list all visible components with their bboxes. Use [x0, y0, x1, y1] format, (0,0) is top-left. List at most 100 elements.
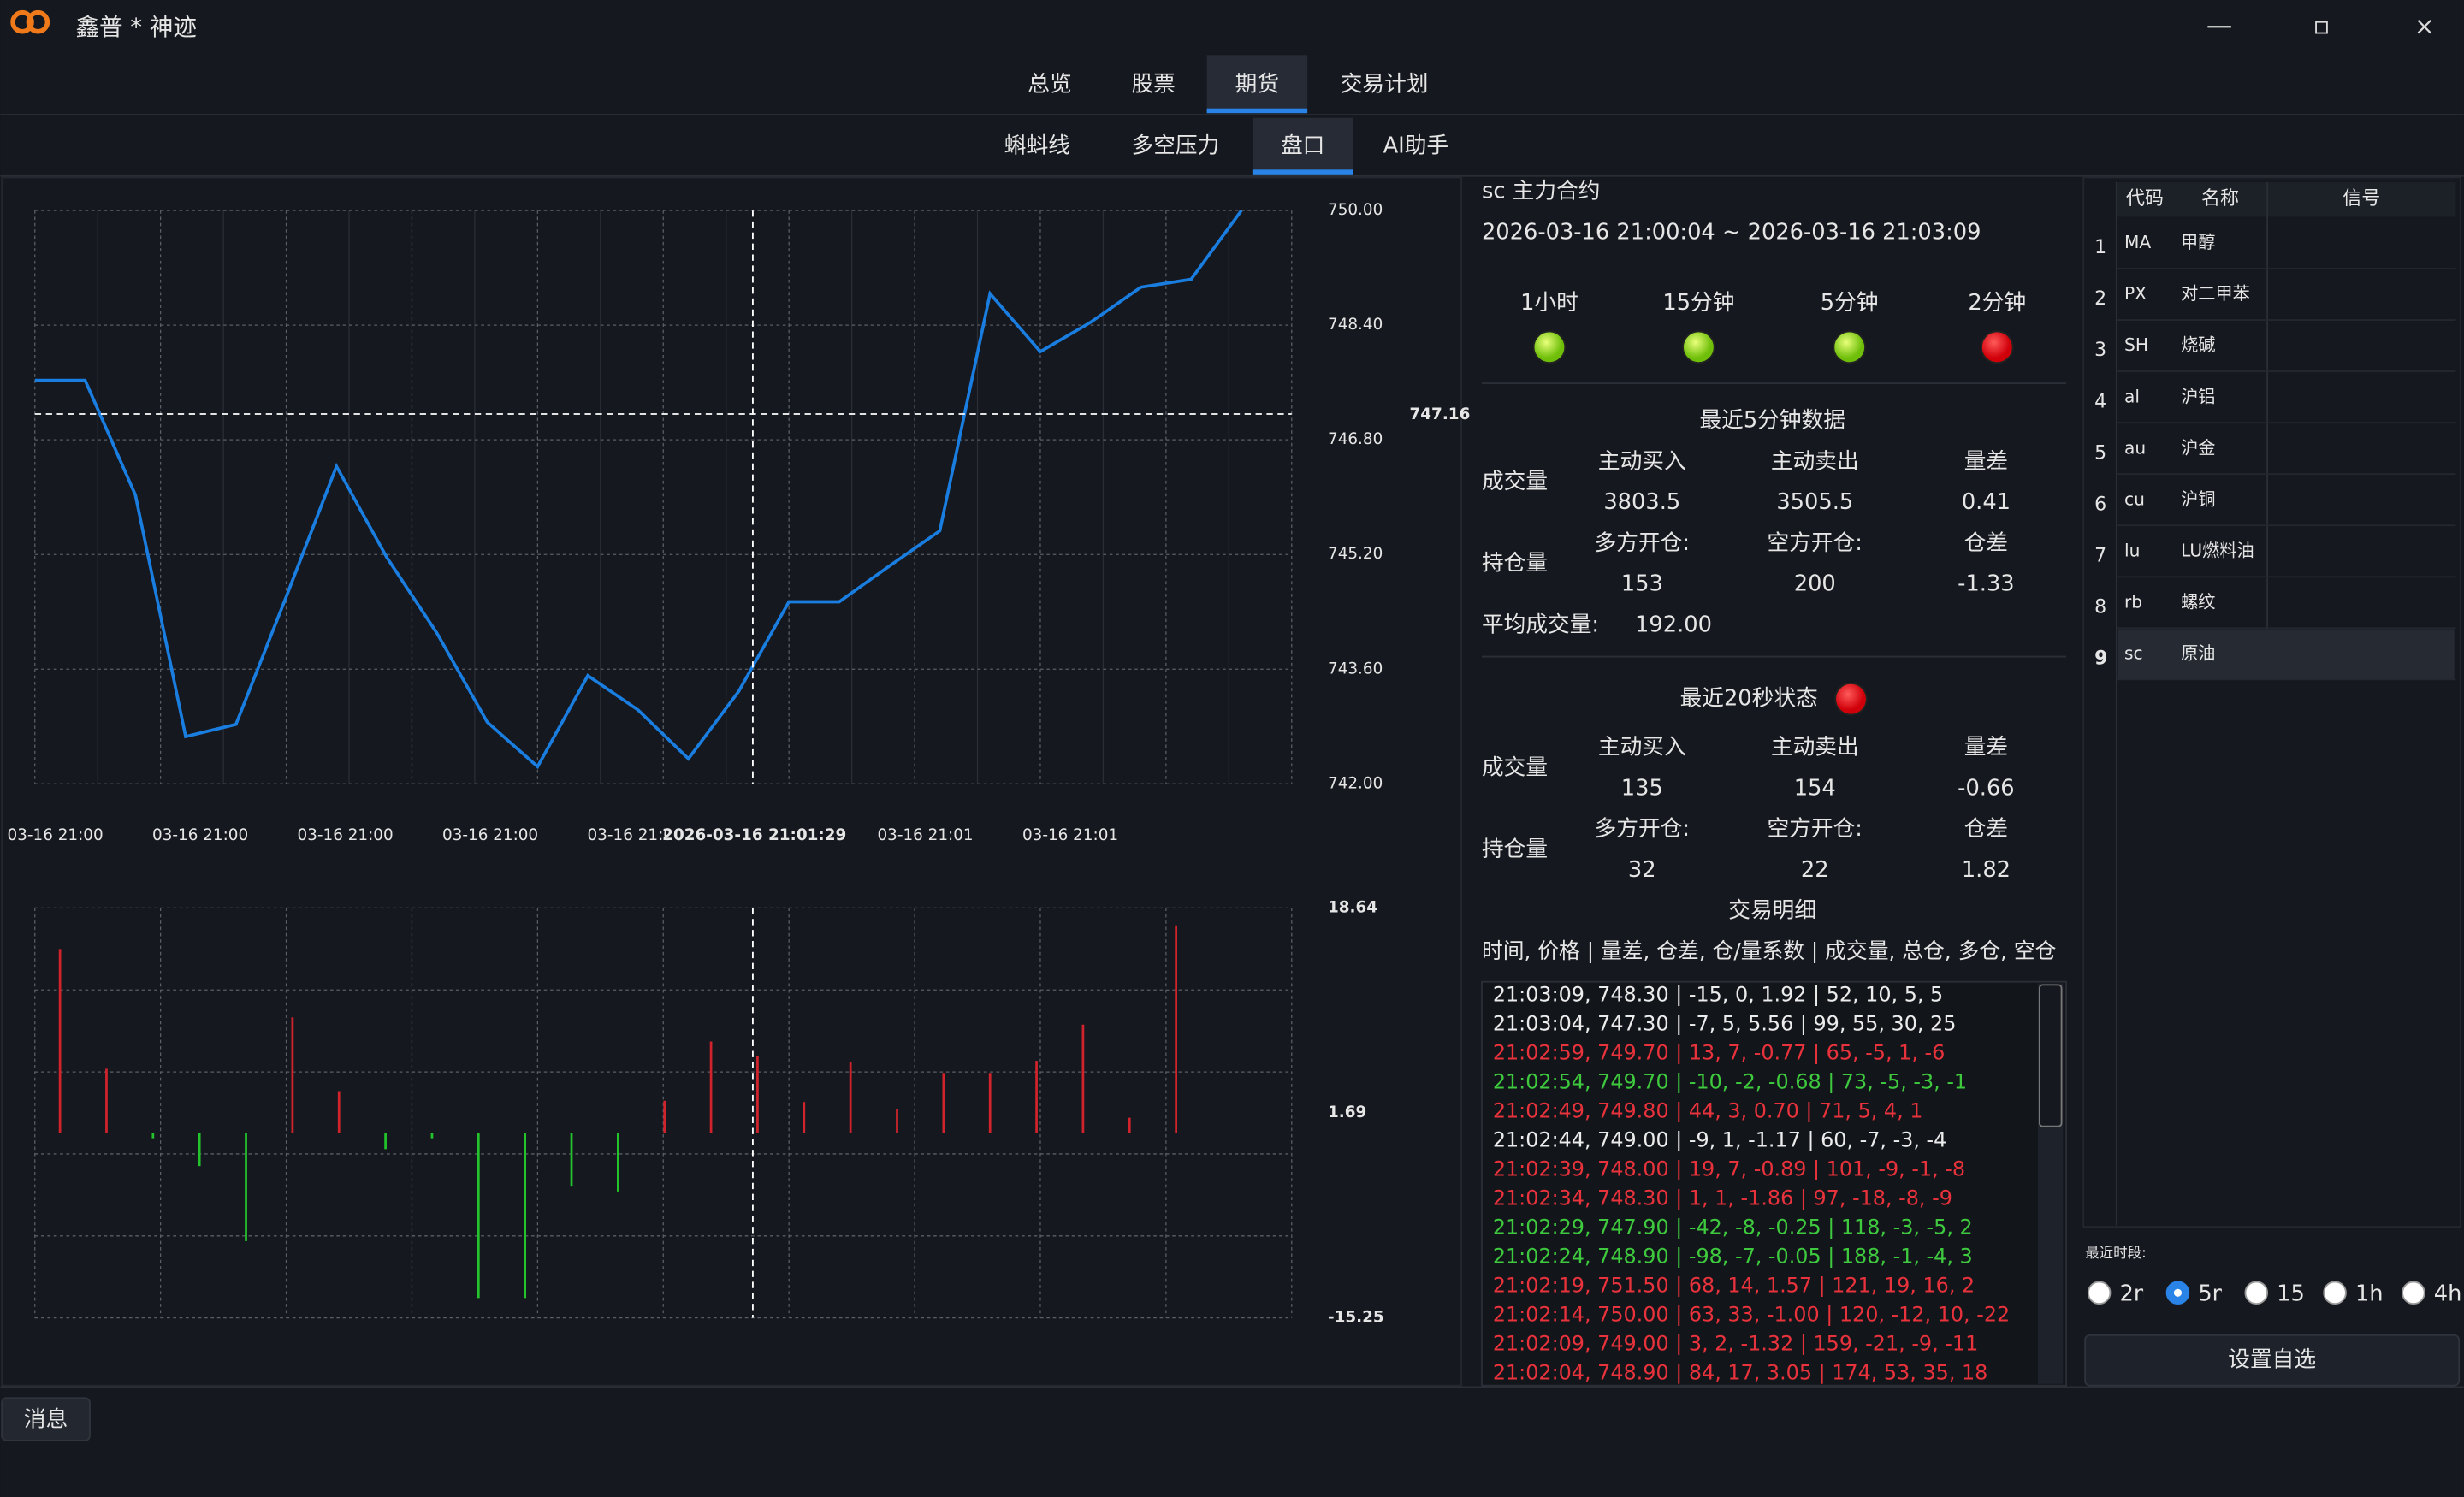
- radio-label: 5m: [2198, 1281, 2233, 1307]
- radio[interactable]: [2087, 1281, 2112, 1305]
- messages-button[interactable]: [1, 1397, 91, 1441]
- detail-row: 21:02:54, 749.70 | -10, -2, -0.68 | 73, …: [1493, 1070, 1967, 1094]
- messages-label: 消息: [24, 1407, 68, 1433]
- detail-row: 21:02:24, 748.90 | -98, -7, -0.05 | 188,…: [1493, 1244, 1973, 1268]
- stat-header: 仓差: [1964, 530, 2008, 556]
- row-code[interactable]: sc: [2124, 643, 2143, 664]
- sub-tab[interactable]: 多空压力: [1132, 133, 1220, 158]
- scrollbar-thumb[interactable]: [2038, 984, 2063, 1127]
- maximize-button[interactable]: [2315, 21, 2328, 34]
- stat-header: 多方开仓:: [1595, 530, 1690, 556]
- details-list: 21:03:09, 748.30 | -15, 0, 1.92 | 52, 10…: [1493, 984, 2010, 1384]
- x-tick-label: 03-16 21:00: [442, 826, 538, 844]
- y-tick-label: 1.69: [1328, 1104, 1366, 1121]
- row-name[interactable]: 螺纹: [2181, 591, 2215, 612]
- column-header: 名称: [2201, 188, 2239, 210]
- row-number: 1: [2094, 237, 2106, 258]
- tab-active-bg: [1252, 117, 1353, 175]
- watch-header-bg: [2116, 182, 2456, 217]
- row-name[interactable]: 沪金: [2181, 437, 2215, 458]
- stat-header: 量差: [1964, 448, 2008, 474]
- section-title: 交易明细: [1728, 898, 1816, 924]
- row-code[interactable]: rb: [2124, 591, 2142, 612]
- stat-label: 持仓量: [1482, 837, 1548, 862]
- section-title: 最近20秒状态: [1680, 686, 1818, 712]
- crosshair-label-bg: [667, 821, 841, 850]
- row-name[interactable]: 沪铝: [2181, 386, 2215, 406]
- row-name[interactable]: LU燃料油: [2181, 540, 2254, 560]
- row-name[interactable]: 对二甲苯: [2181, 283, 2250, 304]
- row-name[interactable]: 沪铜: [2181, 488, 2215, 509]
- row-name[interactable]: 原油: [2181, 643, 2215, 664]
- row-code[interactable]: al: [2124, 386, 2140, 406]
- close-button[interactable]: [2417, 20, 2431, 34]
- time-range: 2026-03-16 21:00:04 ~ 2026-03-16 21:03:0…: [1482, 219, 1981, 245]
- stat-value: -0.66: [1958, 775, 2014, 801]
- row-number: 6: [2094, 494, 2106, 515]
- signal-light: [1532, 330, 1567, 364]
- stat-label: 成交量: [1482, 754, 1548, 780]
- x-tick-label: 03-16 21:01: [1022, 826, 1118, 844]
- detail-row: 21:02:09, 749.00 | 3, 2, -1.32 | 159, -2…: [1493, 1331, 1978, 1355]
- row-number: 8: [2094, 596, 2106, 618]
- contract-name: sc 主力合约: [1482, 179, 1600, 204]
- stat-value: 154: [1794, 775, 1836, 801]
- radio-label: 2m: [2120, 1281, 2155, 1307]
- stat-value: 192.00: [1635, 612, 1712, 637]
- y-tick-label: -15.25: [1328, 1309, 1384, 1327]
- stat-label: 成交量: [1482, 469, 1548, 494]
- stat-header: 多方开仓:: [1595, 816, 1690, 842]
- row-number: 2: [2094, 288, 2106, 310]
- details-box: [1481, 980, 2067, 1387]
- crosshair-value: 747.16: [1410, 405, 1471, 423]
- row-number: 3: [2094, 340, 2106, 361]
- row-code[interactable]: cu: [2124, 488, 2145, 509]
- row-name[interactable]: 甲醇: [2181, 232, 2215, 252]
- sub-tab[interactable]: 盘口: [1281, 133, 1324, 158]
- signal-light: [1981, 330, 2014, 364]
- radio-label: 15m: [2277, 1281, 2326, 1307]
- watch-panel: [2082, 176, 2461, 1228]
- detail-row: 21:02:29, 747.90 | -42, -8, -0.25 | 118,…: [1493, 1215, 1973, 1239]
- radio-label: 1h: [2355, 1281, 2384, 1307]
- signal-light: [1833, 330, 1866, 364]
- main-tab[interactable]: 股票: [1131, 72, 1175, 98]
- detail-row: 21:02:39, 748.00 | 19, 7, -0.89 | 101, -…: [1493, 1157, 1965, 1181]
- sub-tab[interactable]: AI助手: [1383, 133, 1449, 158]
- row-number: 9: [2094, 648, 2107, 670]
- row-code[interactable]: au: [2124, 437, 2146, 458]
- stat-value: 1.82: [1962, 857, 2011, 883]
- tab-underline: [1206, 108, 1308, 114]
- row-code[interactable]: MA: [2124, 232, 2151, 252]
- main-tab[interactable]: 交易计划: [1341, 72, 1429, 98]
- row-code[interactable]: PX: [2124, 283, 2147, 304]
- radio[interactable]: [2402, 1281, 2426, 1305]
- main-tab[interactable]: 总览: [1028, 72, 1071, 98]
- radio[interactable]: [2244, 1281, 2269, 1305]
- signal-label: 2分钟: [1968, 290, 2026, 316]
- radio[interactable]: [2323, 1281, 2347, 1305]
- x-tick-label: 03-16 21:01: [588, 826, 684, 844]
- detail-row: 21:02:34, 748.30 | 1, 1, -1.86 | 97, -18…: [1493, 1186, 1952, 1210]
- radio-label: 4h: [2434, 1281, 2462, 1307]
- status-light: [1834, 682, 1868, 716]
- sub-tab[interactable]: 蝌蚪线: [1004, 133, 1070, 158]
- y-tick-label: 745.20: [1328, 545, 1383, 563]
- watch-button[interactable]: [2084, 1334, 2461, 1387]
- y-tick-label: 746.80: [1328, 430, 1383, 448]
- stat-value: -1.33: [1958, 571, 2014, 597]
- main-tab[interactable]: 期货: [1235, 72, 1279, 98]
- signal-label: 15分钟: [1662, 290, 1734, 316]
- row-code[interactable]: lu: [2124, 540, 2140, 560]
- x-tick-label: 03-16 21:00: [8, 826, 104, 844]
- signal-label: 1小时: [1520, 290, 1578, 316]
- watch-button-label: 设置自选: [2228, 1347, 2316, 1373]
- stat-header: 量差: [1964, 735, 2008, 760]
- stat-header: 主动买入: [1598, 735, 1686, 760]
- row-name[interactable]: 烧碱: [2181, 334, 2215, 355]
- row-code[interactable]: SH: [2124, 334, 2148, 355]
- tab-active-bg: [1206, 55, 1308, 114]
- detail-row: 21:03:04, 747.30 | -7, 5, 5.56 | 99, 55,…: [1493, 1012, 1957, 1036]
- section-title: 最近5分钟数据: [1699, 408, 1845, 434]
